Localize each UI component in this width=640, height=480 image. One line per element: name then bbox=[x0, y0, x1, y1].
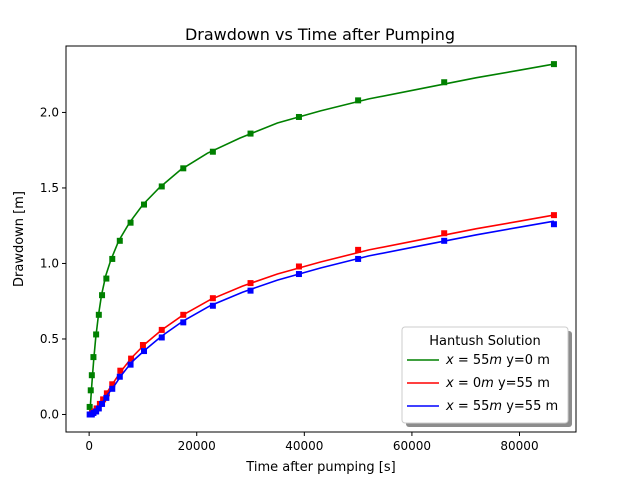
data-point bbox=[247, 130, 254, 137]
data-point bbox=[180, 311, 187, 318]
legend-box bbox=[401, 326, 569, 424]
data-point bbox=[247, 287, 254, 294]
data-point bbox=[295, 263, 302, 270]
legend-entry: x = 55m y=55 m bbox=[407, 399, 558, 414]
data-point bbox=[100, 396, 107, 403]
data-point bbox=[158, 183, 165, 190]
data-point bbox=[247, 280, 254, 287]
data-point bbox=[90, 354, 97, 361]
data-point bbox=[116, 373, 123, 380]
data-point bbox=[355, 97, 362, 104]
data-point bbox=[95, 311, 102, 318]
legend-title: Hantush Solution bbox=[429, 334, 540, 349]
y-tick-label: 0.5 bbox=[40, 332, 59, 346]
data-point bbox=[86, 403, 93, 410]
legend-label: x = 55m y=0 m bbox=[445, 353, 550, 368]
legend-label: x = 55m y=55 m bbox=[445, 399, 558, 414]
data-point bbox=[109, 255, 116, 262]
data-point bbox=[141, 201, 148, 208]
legend: Hantush Solution x = 55m y=0 m x = 0m y=5… bbox=[401, 326, 572, 427]
data-point bbox=[109, 381, 116, 388]
data-point bbox=[441, 230, 448, 237]
y-tick-label: 2.0 bbox=[40, 105, 59, 119]
data-point bbox=[99, 292, 106, 299]
series-layer bbox=[86, 61, 557, 418]
x-tick-label: 0 bbox=[85, 439, 93, 453]
data-point bbox=[550, 212, 557, 219]
data-point bbox=[88, 372, 95, 379]
y-axis: 0.0 0.5 1.0 1.5 2.0 bbox=[40, 105, 66, 421]
legend-entry: x = 55m y=0 m bbox=[407, 353, 550, 368]
plot-frame bbox=[65, 45, 577, 433]
data-point bbox=[209, 295, 216, 302]
data-point bbox=[355, 255, 362, 262]
x-axis-label: Time after pumping [s] bbox=[245, 460, 395, 475]
y-tick-label: 0.0 bbox=[40, 407, 59, 421]
data-point bbox=[355, 246, 362, 253]
x-tick-label: 20000 bbox=[178, 439, 216, 453]
data-point bbox=[103, 390, 110, 397]
data-point bbox=[103, 275, 110, 282]
data-point bbox=[87, 387, 94, 394]
data-point bbox=[441, 79, 448, 86]
data-point bbox=[158, 326, 165, 333]
data-point bbox=[103, 394, 110, 401]
data-point bbox=[441, 237, 448, 244]
x-tick-label: 80000 bbox=[500, 439, 538, 453]
chart-title: Drawdown vs Time after Pumping bbox=[185, 25, 455, 44]
data-point bbox=[295, 271, 302, 278]
data-point bbox=[139, 342, 146, 349]
data-point bbox=[209, 148, 216, 155]
y-axis-label: Drawdown [m] bbox=[12, 191, 27, 287]
series-1 bbox=[86, 61, 557, 415]
data-point bbox=[550, 61, 557, 68]
x-tick-label: 60000 bbox=[393, 439, 431, 453]
data-point bbox=[550, 221, 557, 228]
legend-entry: x = 0m y=55 m bbox=[407, 376, 550, 391]
series-3 bbox=[86, 220, 557, 418]
data-point bbox=[117, 367, 124, 374]
data-point bbox=[127, 219, 134, 226]
y-tick-label: 1.5 bbox=[40, 181, 59, 195]
data-point bbox=[127, 361, 134, 368]
data-point bbox=[93, 331, 100, 338]
data-point bbox=[209, 302, 216, 309]
data-point bbox=[95, 405, 102, 412]
data-point bbox=[158, 334, 165, 341]
data-point bbox=[128, 355, 135, 362]
legend-entries: x = 55m y=0 m x = 0m y=55 m x = 55m y=55 m bbox=[407, 353, 558, 414]
data-point bbox=[180, 319, 187, 326]
data-point bbox=[109, 385, 116, 392]
data-point bbox=[180, 165, 187, 172]
legend-label: x = 0m y=55 m bbox=[445, 376, 550, 391]
data-point bbox=[116, 237, 123, 244]
data-point bbox=[93, 408, 100, 415]
x-tick-label: 40000 bbox=[285, 439, 323, 453]
y-tick-label: 1.0 bbox=[40, 256, 59, 270]
data-point bbox=[295, 113, 302, 120]
data-point bbox=[99, 400, 106, 407]
data-point bbox=[141, 348, 148, 355]
x-axis: 0 20000 40000 60000 80000 bbox=[85, 432, 539, 453]
